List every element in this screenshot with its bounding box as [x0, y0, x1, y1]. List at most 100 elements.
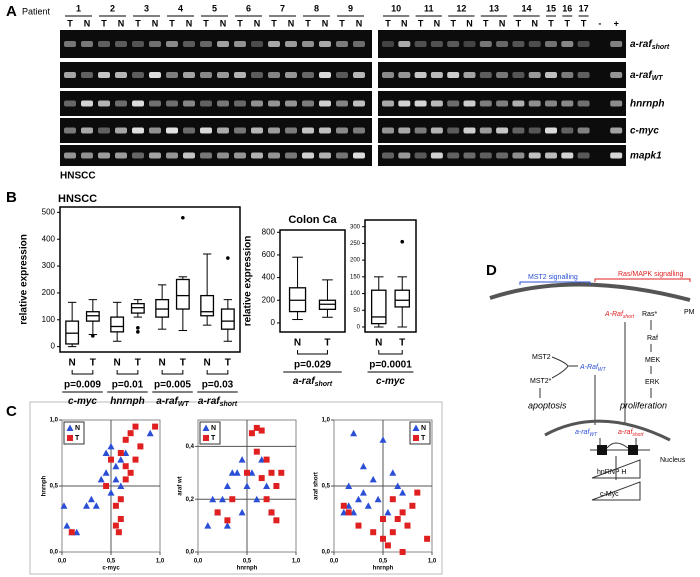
band	[447, 127, 460, 134]
patient-number: 14	[522, 3, 532, 13]
point	[268, 469, 275, 476]
band	[234, 41, 246, 47]
point	[248, 469, 256, 476]
band	[98, 127, 110, 134]
band	[149, 127, 161, 134]
band	[353, 72, 365, 78]
band	[200, 72, 212, 78]
x-tick-label: N	[69, 358, 76, 369]
lane-label: T	[581, 18, 587, 28]
patient-number: 17	[579, 3, 589, 13]
band	[610, 100, 623, 107]
band	[166, 41, 178, 47]
label-sub: WT	[589, 432, 598, 438]
y-tick-label: 0,5	[50, 484, 59, 490]
band	[319, 41, 331, 47]
group-label: hnrnph	[110, 396, 144, 407]
point	[374, 495, 382, 503]
band	[414, 127, 427, 134]
legend-label: T	[211, 435, 216, 442]
lane-label: T	[483, 18, 489, 28]
band	[166, 100, 178, 107]
box	[65, 320, 80, 345]
label: A-Rafshort	[604, 311, 635, 320]
point	[132, 456, 139, 463]
point	[253, 495, 261, 503]
band	[528, 127, 541, 134]
outlier	[91, 334, 95, 338]
gene-label-sub: WT	[652, 75, 664, 82]
y-axis-label: araf wt	[178, 476, 184, 495]
band	[132, 127, 144, 134]
legend-marker	[203, 435, 209, 441]
group-label-main: a-raf	[293, 376, 316, 387]
band	[98, 152, 110, 159]
point	[102, 449, 110, 456]
point	[340, 508, 348, 516]
patient-number: 6	[246, 3, 251, 13]
point	[263, 482, 271, 489]
label-main: a-raf	[618, 429, 633, 436]
lane-label: T	[385, 18, 391, 28]
band	[200, 152, 212, 159]
point	[214, 509, 221, 516]
y-tick-label: 0	[51, 342, 56, 351]
point	[424, 535, 431, 542]
p-value: p=0.0001	[369, 360, 412, 371]
band	[98, 100, 110, 107]
y-tick-label: 150	[350, 274, 361, 280]
band	[285, 41, 297, 47]
point	[263, 496, 270, 503]
y-tick-label: 800	[262, 227, 276, 236]
bracket	[71, 370, 94, 375]
point	[238, 508, 246, 516]
patient-number: 11	[424, 3, 434, 13]
band	[479, 152, 492, 159]
group-label: a-rafshort	[198, 396, 238, 409]
legend-label: T	[75, 435, 80, 442]
group-label-main: c-myc	[376, 376, 405, 387]
x-tick-label: 0,0	[330, 559, 339, 565]
bracket	[206, 370, 229, 375]
point	[253, 424, 260, 431]
label-sub: short	[623, 314, 635, 320]
outlier	[136, 330, 140, 334]
band	[302, 100, 314, 107]
chart-title: Colon Ca	[288, 214, 337, 226]
lane-label: T	[339, 18, 345, 28]
band	[577, 100, 590, 107]
legend-label: N	[211, 425, 216, 432]
point	[350, 429, 358, 437]
lane-label: N	[186, 18, 193, 28]
label-main: a-raf	[575, 429, 590, 436]
band	[353, 152, 365, 159]
lane-label: T	[305, 18, 311, 28]
point	[263, 456, 270, 463]
group-label: c-myc	[376, 376, 405, 387]
label: proliferation	[619, 400, 667, 410]
band	[561, 72, 574, 78]
point	[122, 476, 129, 483]
point	[102, 469, 110, 476]
gene-label-main: c-myc	[630, 125, 659, 136]
band	[512, 41, 525, 47]
point	[224, 517, 231, 524]
legend-label: N	[421, 425, 426, 432]
p-value: p=0.009	[64, 380, 101, 391]
band	[447, 41, 460, 47]
band	[496, 72, 509, 78]
lane-label: T	[516, 18, 522, 28]
arrows	[539, 322, 626, 425]
outlier	[400, 239, 405, 244]
y-tick-label: 0,0	[186, 550, 195, 556]
lane-label: N	[152, 18, 159, 28]
nuclear-membrane	[544, 419, 671, 442]
band	[528, 100, 541, 107]
membrane	[489, 282, 691, 302]
box	[85, 311, 100, 322]
label: Nucleus	[660, 457, 686, 464]
band	[463, 100, 476, 107]
band	[496, 152, 509, 159]
lane-label: T	[237, 18, 243, 28]
